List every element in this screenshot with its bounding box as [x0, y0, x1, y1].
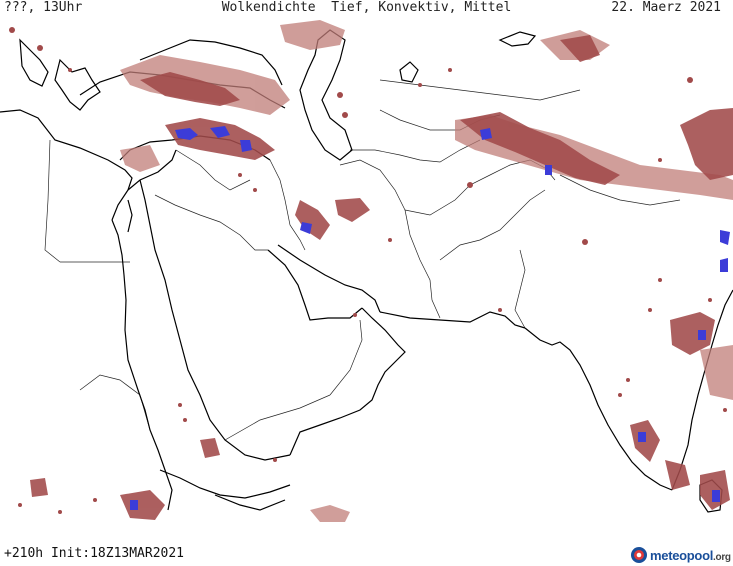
cloud-speck: [418, 83, 422, 87]
cloud-area: [280, 20, 345, 50]
red-sea-east: [139, 179, 291, 461]
cloud-core: [300, 222, 312, 234]
greece: [19, 38, 49, 87]
india-west: [524, 327, 673, 491]
cloud-speck: [648, 308, 652, 312]
cloud-speck: [273, 458, 277, 462]
cloud-core: [175, 128, 198, 140]
cloud-specks: [9, 27, 727, 514]
med-coast: [0, 109, 133, 221]
globe-icon: [631, 547, 647, 563]
cloud-area: [460, 112, 620, 185]
cloud-area: [30, 478, 48, 497]
cloud-core: [130, 500, 138, 510]
map-background: [0, 16, 733, 526]
border-saudi-yemen: [224, 394, 331, 441]
black-sea-north: [139, 39, 283, 86]
aral: [399, 61, 419, 83]
logo-main: meteopool: [650, 547, 714, 563]
border-kazakh: [379, 79, 581, 101]
cloud-speck: [687, 77, 693, 83]
somaliland: [214, 494, 286, 511]
logo-suffix: .org: [713, 551, 731, 563]
meteopool-logo[interactable]: meteopool.org: [630, 545, 731, 565]
forecast-init-label: +210h Init:18Z13MAR2021: [4, 546, 185, 561]
cloud-speck: [723, 408, 727, 412]
cloud-speck: [467, 182, 473, 188]
model-run-label: ???, 13Uhr: [4, 0, 83, 15]
border-saudi-jordan: [154, 194, 268, 251]
cloud-speck: [178, 403, 182, 407]
cloud-speck: [388, 238, 392, 242]
cloud-speck: [658, 158, 662, 162]
cloud-core: [240, 140, 252, 152]
border-nepal: [559, 174, 681, 206]
border-turkmen: [350, 139, 481, 163]
cloud-speck: [708, 298, 712, 302]
border-pakistan-india: [439, 189, 546, 261]
cloud-speck: [58, 510, 62, 514]
cloud-speck: [238, 173, 242, 177]
cloud-speck: [253, 188, 257, 192]
border-iran-east: [339, 159, 441, 319]
horn-africa: [159, 469, 291, 499]
cloud-core: [545, 165, 552, 175]
cloud-area: [295, 200, 330, 240]
cloud-area: [700, 345, 733, 400]
cloud-speck: [618, 393, 622, 397]
weather-map: [0, 16, 733, 526]
cloud-area: [310, 505, 350, 522]
persian-gulf-west: [267, 249, 363, 321]
cloud-speck: [658, 278, 662, 282]
cloud-core: [698, 330, 706, 340]
oman-coast: [289, 307, 406, 456]
levant-coast: [127, 149, 177, 191]
border-iran-iraq: [269, 159, 306, 251]
cloud-speck: [498, 308, 502, 312]
cloud-area: [680, 108, 733, 180]
cloud-speck: [37, 45, 43, 51]
cloud-core: [210, 126, 230, 138]
cloud-speck: [9, 27, 15, 33]
cloud-speck: [448, 68, 452, 72]
gulf-aqaba: [127, 199, 133, 233]
cloud-area: [335, 198, 370, 222]
cloud-speck: [18, 503, 22, 507]
cloud-core: [712, 490, 720, 502]
cloud-area: [120, 145, 160, 172]
cloud-core: [638, 432, 646, 442]
cloud-core: [720, 258, 728, 272]
cloud-area: [665, 460, 690, 490]
cloud-speck: [626, 378, 630, 382]
pakistan-coast: [379, 311, 526, 329]
cloud-speck: [93, 498, 97, 502]
forecast-date: 22. Maerz 2021: [611, 0, 721, 15]
cloud-speck: [183, 418, 187, 422]
border-saudi-oman: [329, 319, 363, 396]
border-libya-egypt: [44, 139, 61, 263]
border-iraq-syria: [175, 149, 251, 191]
cloud-core: [480, 128, 492, 140]
cloud-area: [140, 72, 240, 106]
lake-balkhash: [498, 31, 537, 47]
cloud-area: [560, 35, 600, 62]
cloud-area: [670, 312, 715, 355]
cloud-speck: [337, 92, 343, 98]
cloud-speck: [582, 239, 588, 245]
cloud-dense: [130, 126, 730, 510]
border-india-pakistan-south: [514, 249, 526, 329]
map-title: Wolkendichte Tief, Konvektiv, Mittel: [221, 0, 512, 15]
aegean: [54, 58, 101, 111]
persian-gulf-east: [277, 244, 381, 313]
india-east: [671, 289, 733, 491]
sinai-red-sea-west: [111, 219, 173, 511]
cloud-speck: [353, 313, 357, 317]
cloud-speck: [342, 112, 348, 118]
logo-text: meteopool.org: [650, 548, 731, 563]
border-sudan-eth: [79, 374, 151, 431]
cloud-area: [120, 490, 165, 520]
cloud-core: [720, 230, 730, 245]
cloud-speck: [68, 68, 72, 72]
cloud-area: [200, 438, 220, 458]
